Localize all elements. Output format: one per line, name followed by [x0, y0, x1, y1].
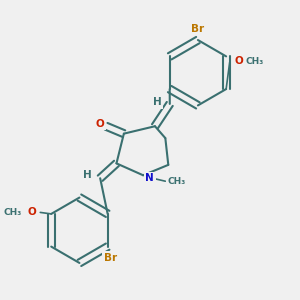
Text: H: H [83, 170, 92, 180]
Text: CH₃: CH₃ [246, 57, 264, 66]
Text: CH₃: CH₃ [4, 208, 22, 217]
Text: O: O [27, 207, 36, 218]
Text: O: O [95, 118, 104, 129]
Text: Br: Br [104, 253, 117, 263]
Text: O: O [234, 56, 243, 66]
Text: Br: Br [191, 24, 205, 34]
Text: CH₃: CH₃ [167, 177, 186, 186]
Text: H: H [153, 98, 162, 107]
Text: N: N [145, 173, 154, 183]
